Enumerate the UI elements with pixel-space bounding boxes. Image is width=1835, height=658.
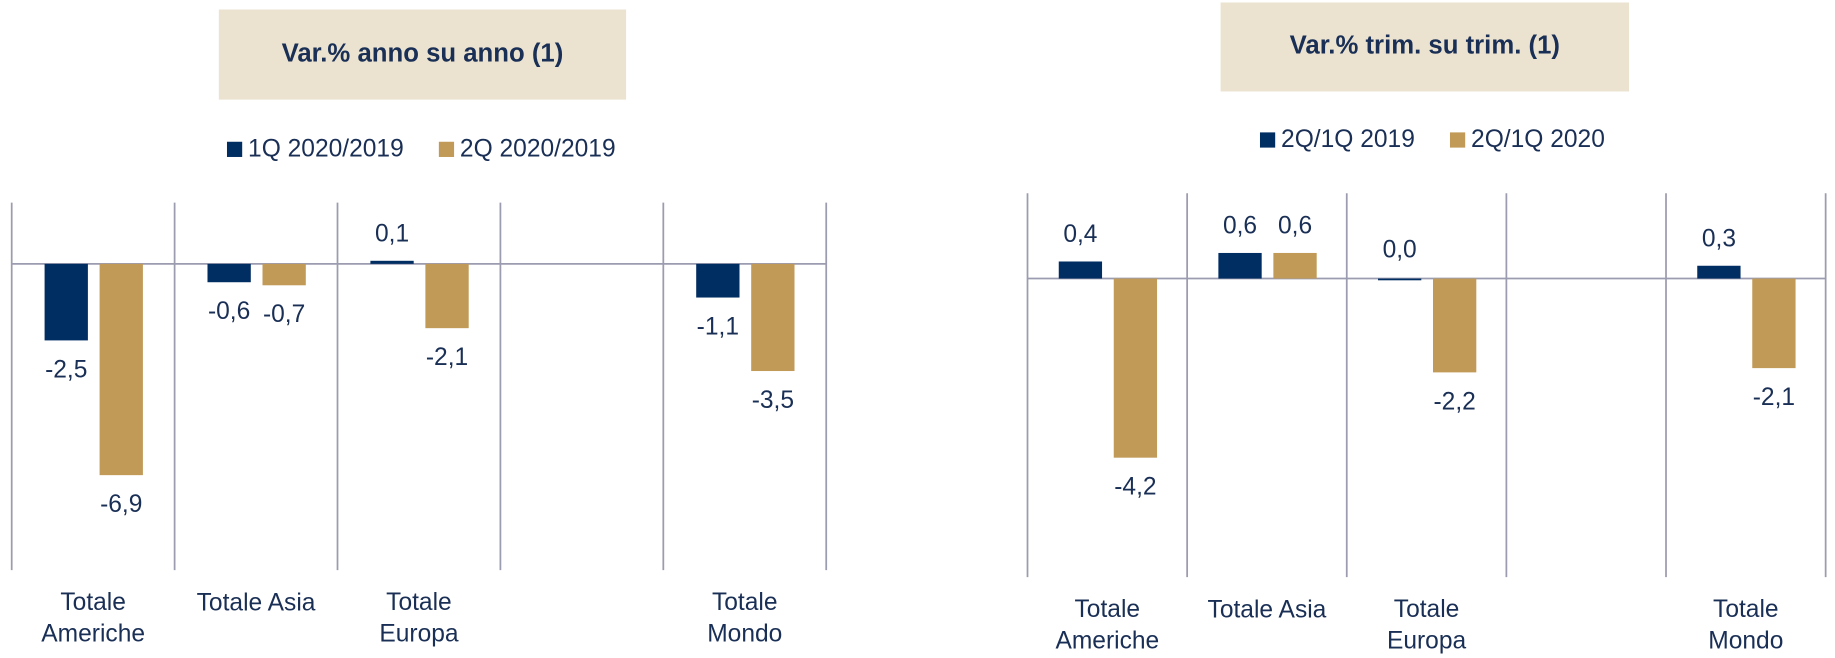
category-line: Totale [712,590,778,617]
bar [696,263,740,298]
bar [1218,252,1262,279]
bar [262,263,306,286]
bar [1697,265,1741,279]
category-label: Totale Americhe [1055,597,1159,656]
bar [207,263,251,283]
category-line: Totale [1713,597,1779,624]
legend: 2Q/1Q 2019 2Q/1Q 2020 [1259,126,1605,153]
value-label: -0,6 [208,298,250,325]
legend-swatch [226,141,243,157]
chart-title: Var.% anno su anno (1) [282,39,564,67]
bar [370,260,414,264]
category-line: Americhe [41,621,145,648]
value-label: -0,7 [263,301,305,328]
bar [1273,252,1317,279]
legend-label: 2Q/1Q 2020 [1471,126,1605,153]
category-label: Totale Americhe [41,590,145,649]
legend-swatch [438,141,455,157]
category-line: Mondo [707,621,782,648]
bar [425,263,469,329]
category-line: Europa [379,621,459,648]
category-line: Europa [1387,628,1467,655]
legend-swatch [1449,132,1466,148]
value-label: -1,1 [697,313,739,340]
category-line: Americhe [1055,628,1159,655]
chart: Var.% anno su anno (1) 1Q 2020/2019 2Q 202… [10,9,828,649]
value-label: -2,2 [1433,388,1475,415]
value-label: -6,9 [100,491,142,518]
category-line: Mondo [1708,628,1783,655]
bar [1433,278,1477,373]
value-label: 0,3 [1702,225,1736,252]
chart-title: Var.% trim. su trim. (1) [1290,32,1560,60]
category-line: Totale [60,590,126,617]
value-label: -2,5 [45,356,87,383]
category-label: Totale Mondo [1708,597,1783,656]
category-line: Totale [1075,597,1141,624]
chart: Var.% trim. su trim. (1)2Q/1Q 2019 2Q/1Q … [1026,2,1827,656]
bar [1378,278,1422,281]
legend-label: 1Q 2020/2019 [248,135,404,162]
category-label: Totale Asia [1208,597,1327,624]
bar [751,263,795,372]
category-line: Totale [386,590,452,617]
title-box [218,9,627,100]
value-label: 0,0 [1383,237,1417,264]
value-label: -2,1 [1753,384,1795,411]
bar [1058,261,1103,279]
legend-swatch [1259,132,1276,148]
value-label: 0,6 [1278,213,1312,240]
legend-label: 2Q 2020/2019 [460,135,616,162]
category-label: Totale Europa [1387,597,1467,656]
category-line: Totale [1394,597,1460,624]
legend: 1Q 2020/2019 2Q 2020/2019 [226,135,616,162]
value-label: -3,5 [752,387,794,414]
value-label: 0,6 [1223,213,1257,240]
category-label: Totale Asia [197,590,316,617]
value-label: 0,4 [1063,221,1097,248]
bar [1752,278,1796,369]
value-label: 0,1 [375,221,409,248]
bar [1113,278,1158,458]
title-box [1220,2,1630,92]
legend-label: 2Q/1Q 2019 [1281,126,1415,153]
category-label: Totale Europa [379,590,459,649]
value-label: -4,2 [1114,474,1156,501]
bar [44,263,88,341]
category-label: Totale Mondo [707,590,782,649]
bar [99,263,143,476]
value-label: -2,1 [426,344,468,371]
